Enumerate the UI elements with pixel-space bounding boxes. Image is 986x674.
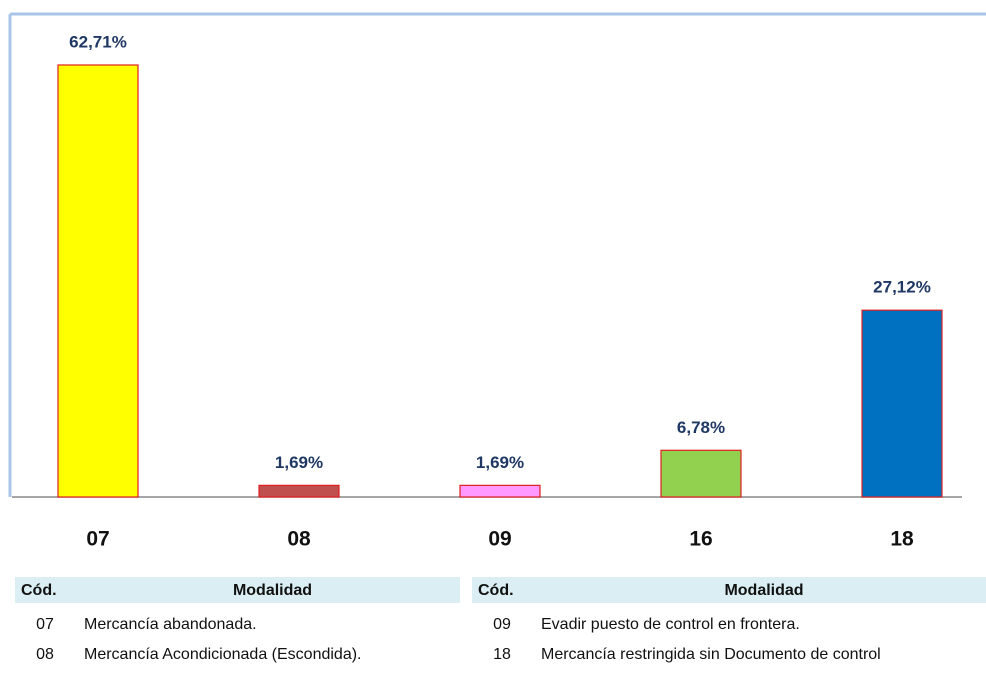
table-text: Mercancía restringida sin Documento de c… [541, 646, 881, 663]
value-label: 1,69% [275, 453, 323, 472]
bar [258, 484, 340, 498]
table-header: Modalidad [233, 582, 312, 599]
table-code: 09 [493, 616, 511, 633]
table-code: 07 [36, 616, 54, 633]
value-label: 27,12% [873, 278, 931, 297]
table-text: Mercancía abandonada. [84, 616, 257, 633]
table-code: 08 [36, 646, 54, 663]
category-label: 16 [689, 528, 712, 551]
category-label: 09 [488, 528, 511, 551]
value-label: 6,78% [677, 418, 725, 437]
table-header: Cód. [478, 582, 514, 599]
table-header: Modalidad [724, 582, 803, 599]
bar [660, 449, 742, 498]
bar [57, 64, 139, 498]
value-label: 1,69% [476, 453, 524, 472]
table-header-bg [472, 577, 986, 603]
category-label: 18 [890, 528, 914, 551]
table-code: 18 [493, 646, 511, 663]
table-text: Mercancía Acondicionada (Escondida). [84, 646, 362, 663]
category-label: 08 [287, 528, 311, 551]
bar [459, 484, 541, 498]
category-label: 07 [86, 528, 109, 551]
value-label: 62,71% [69, 32, 127, 51]
bar [861, 309, 943, 498]
table-header: Cód. [21, 582, 57, 599]
table-header-bg [15, 577, 460, 603]
table-text: Evadir puesto de control en frontera. [541, 616, 800, 633]
